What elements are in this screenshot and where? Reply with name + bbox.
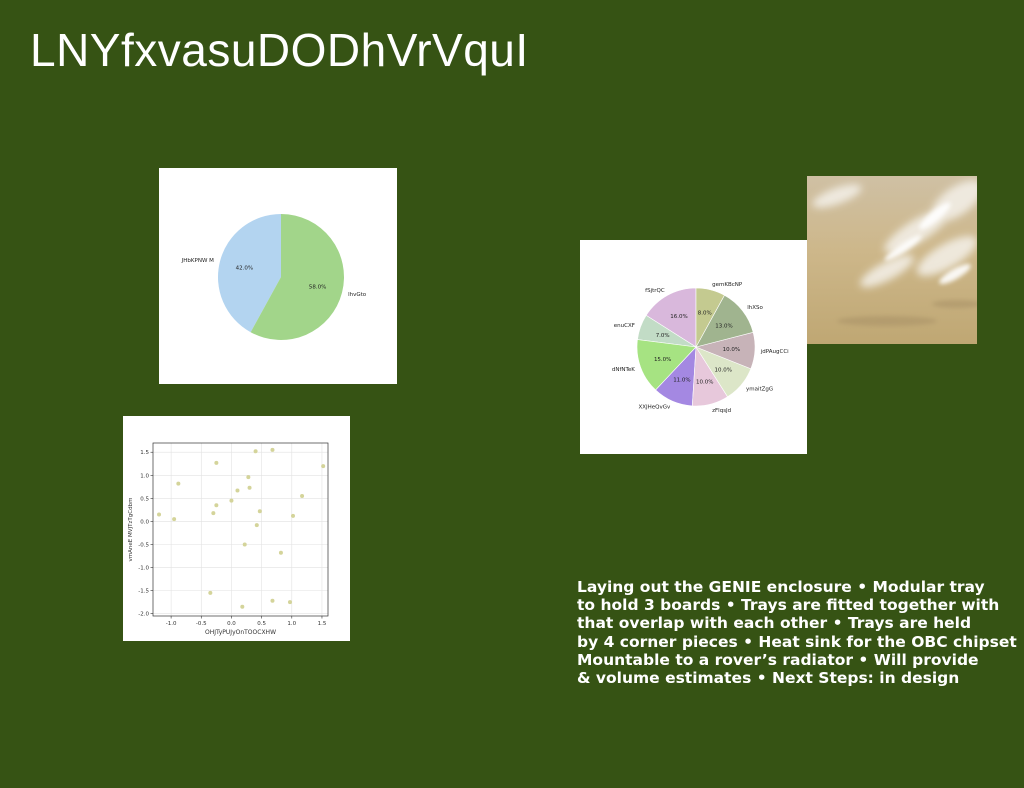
scatter-point	[214, 503, 219, 508]
scatter-point	[291, 513, 295, 518]
pie-slice	[636, 339, 697, 391]
y-axis-label: vmAneE MVJTzTgCdbm	[128, 498, 134, 562]
y-tick-label: -1.0	[138, 566, 149, 572]
scatter-point	[253, 449, 258, 454]
pie-slice	[250, 214, 344, 340]
pie-percent-label: 58.0%	[309, 284, 326, 290]
scatter-point	[211, 511, 216, 516]
scatter-point	[257, 509, 262, 514]
scatter-point	[235, 488, 240, 493]
scatter-point	[278, 550, 283, 555]
pie-percent-label: 42.0%	[236, 266, 253, 272]
x-tick-label: -1.0	[166, 621, 177, 627]
pie-category-label: XXJHeQvGv	[638, 405, 671, 411]
pie-slice	[645, 287, 697, 348]
scatter-point	[270, 598, 275, 603]
scatter-point	[246, 475, 251, 480]
cloudy-sky-photo	[807, 176, 977, 344]
x-tick-label: 1.0	[287, 621, 296, 627]
pie-category-label: lhvGto	[348, 292, 367, 298]
pie-percent-label: 10.0%	[696, 379, 713, 385]
scatter-point	[157, 512, 162, 517]
pie-percent-label: 13.0%	[715, 323, 732, 329]
y-tick-label: 1.0	[140, 473, 149, 479]
scatter-point	[270, 447, 275, 452]
pie-category-label: ymaitZgG	[746, 386, 773, 392]
slide-title: LNYfxvasuDODhVrVquI	[30, 24, 529, 76]
scatter-point	[287, 600, 292, 605]
pie-percent-label: 10.0%	[715, 368, 732, 374]
x-tick-label: 0.0	[227, 621, 236, 627]
pie-percent-label: 15.0%	[654, 357, 671, 363]
scatter-point	[247, 485, 252, 490]
pie-chart-1: 42.0% JHbKPNW M 58.0% lhvGto	[159, 168, 397, 384]
y-tick-label: -1.5	[138, 589, 149, 595]
y-tick-label: 0.5	[140, 496, 149, 502]
pie-category-label: enuCXF	[614, 323, 635, 329]
pie-percent-label: 10.0%	[723, 347, 740, 353]
pie-percent-label: 7.0%	[656, 333, 670, 339]
scatter-point	[229, 498, 234, 503]
plot-frame	[152, 442, 329, 617]
x-tick-label: 1.5	[318, 621, 327, 627]
pie-slice	[217, 214, 281, 333]
scatter-point	[321, 464, 326, 469]
pie-percent-label: 16.0%	[670, 314, 687, 320]
scatter-point	[214, 460, 219, 465]
scatter-point	[254, 523, 259, 528]
scatter-point	[208, 590, 213, 595]
pie-category-label: fSjtrQC	[645, 288, 665, 294]
y-tick-label: 1.5	[140, 450, 149, 456]
slide-body-text: Laying out the GENIE enclosure • Modular…	[577, 578, 1017, 688]
pie-category-label: dNfNTeK	[612, 367, 635, 373]
scatter-point	[176, 481, 181, 486]
scatter-point	[172, 517, 177, 522]
pie-percent-label: 8.0%	[698, 311, 712, 317]
scatter-point	[242, 542, 247, 547]
y-tick-label: -0.5	[138, 542, 149, 548]
x-axis-label: OHJTyPUJyOnTOOCXHW	[205, 629, 276, 636]
y-tick-label: 0.0	[140, 519, 149, 525]
pie-category-label: JHbKPNW M	[181, 258, 214, 264]
pie-category-label: gemKBcNP	[712, 282, 743, 288]
pie-category-label: lhXSo	[747, 305, 763, 311]
x-tick-label: -0.5	[196, 621, 207, 627]
scatter-point	[300, 494, 305, 499]
pie-chart-2: 16.0% fSjtrQC 7.0% enuCXF 15.0% dNfNTeK 11.0% X…	[580, 240, 807, 454]
cloud-image-icon	[807, 176, 977, 344]
x-tick-label: 0.5	[257, 621, 266, 627]
scatter-chart: -1.0 -0.5 0.0 0.5 1.0 1.5 1.5 1.0 0.5 0.0 -0.5 -1.0…	[123, 416, 350, 641]
y-tick-label: -2.0	[138, 612, 149, 618]
pie-slice	[695, 287, 725, 348]
pie-percent-label: 11.0%	[673, 377, 690, 383]
pie-chart-1-canvas: 42.0% JHbKPNW M 58.0% lhvGto	[181, 214, 367, 340]
scatter-point	[240, 604, 245, 609]
pie-chart-2-canvas: 16.0% fSjtrQC 7.0% enuCXF 15.0% dNfNTeK 11.0% X…	[612, 282, 789, 414]
pie-category-label: zFlqsJd	[712, 408, 731, 414]
pie-category-label: jdPAugCCi	[760, 349, 789, 355]
scatter-chart-canvas: -1.0 -0.5 0.0 0.5 1.0 1.5 1.5 1.0 0.5 0.0 -0.5 -1.0…	[128, 442, 329, 636]
